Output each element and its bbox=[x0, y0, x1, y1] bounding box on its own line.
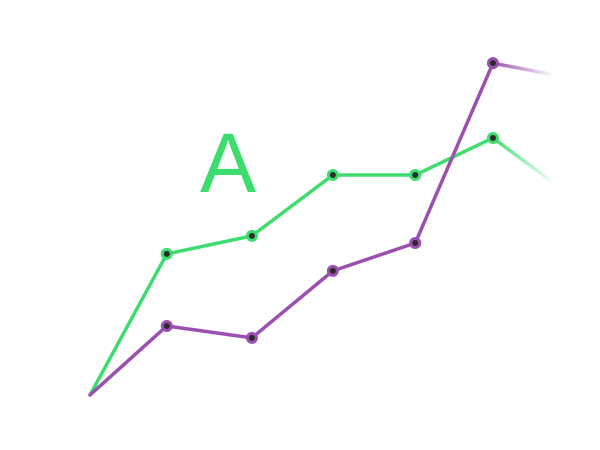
point-center bbox=[248, 334, 255, 341]
point-center bbox=[163, 250, 170, 257]
series-line bbox=[88, 136, 552, 397]
point-center bbox=[163, 322, 170, 329]
point-center bbox=[248, 232, 255, 239]
point-center bbox=[412, 240, 419, 247]
point-center bbox=[329, 172, 336, 179]
chart-label: A bbox=[200, 116, 256, 210]
point-center bbox=[412, 172, 419, 179]
point-center bbox=[489, 60, 496, 67]
series-line bbox=[88, 61, 552, 397]
point-center bbox=[329, 267, 336, 274]
point-center bbox=[489, 134, 496, 141]
